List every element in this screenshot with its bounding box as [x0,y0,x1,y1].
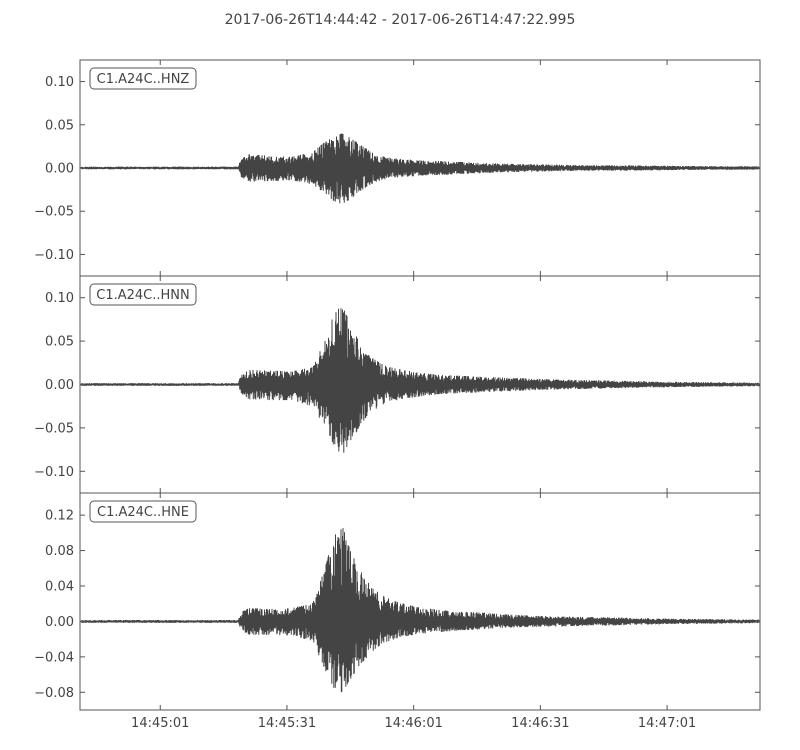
waveform-line [80,308,760,453]
chart-title: 2017-06-26T14:44:42 - 2017-06-26T14:47:2… [224,12,576,28]
y-tick-label: 0.04 [45,580,74,595]
trace-label: C1.A24C..HNN [96,288,189,303]
x-tick-label: 14:47:01 [638,716,696,731]
trace-label-box [89,67,197,90]
x-tick-label: 14:46:01 [384,716,442,731]
x-tick-label: 14:45:01 [131,716,189,731]
y-tick-label: 0.12 [45,509,74,524]
trace-panel-2: 0.10 0.05 0.00 −0.05 −0.10 C1.A24C..HNN [34,275,761,494]
x-tick-label: 14:46:31 [511,716,569,731]
y-tick-label: 0.10 [45,75,74,90]
trace-label-box [89,500,197,523]
y-tick-label: 0.00 [45,162,74,177]
trace-label: C1.A24C..HNE [97,505,189,520]
y-tick-label: 0.08 [45,544,74,559]
y-tick-label: −0.10 [34,248,74,263]
trace-panel-3: 0.12 0.08 0.04 0.00 −0.04 −0.08 C1.A24C..HNE [34,492,761,711]
trace-label: C1.A24C..HNZ [97,72,190,87]
y-tick-label: 0.10 [45,291,74,306]
waveform-line [80,528,760,693]
waveform-line [80,133,760,204]
x-tick-label: 14:45:31 [258,716,316,731]
y-tick-label: 0.05 [45,118,74,133]
y-tick-label: −0.05 [34,205,74,220]
y-tick-label: −0.05 [34,421,74,436]
y-tick-label: 0.00 [45,615,74,630]
y-tick-label: −0.04 [34,650,74,665]
panel-frame [79,492,761,711]
y-tick-label: 0.00 [45,378,74,393]
y-tick-label: 0.05 [45,335,74,350]
trace-label-box [89,283,197,306]
trace-panel-1: 0.10 0.05 0.00 −0.05 −0.10 C1.A24C..HNZ [34,59,761,277]
y-tick-label: −0.10 [34,465,74,480]
y-tick-label: −0.08 [34,686,74,701]
